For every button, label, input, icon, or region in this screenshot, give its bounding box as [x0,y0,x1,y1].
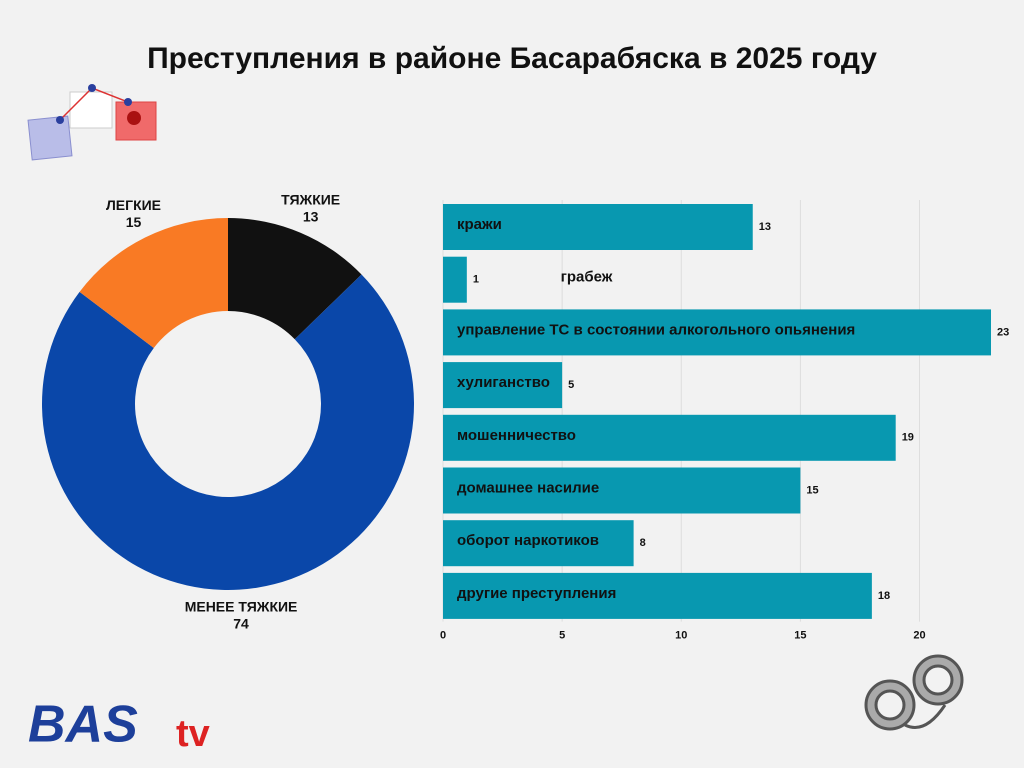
x-tick-label: 20 [913,630,925,642]
bar [443,309,991,356]
bar-value: 13 [759,221,771,233]
slice-label: ТЯЖКИЕ [281,191,340,207]
bar-value: 19 [902,432,914,444]
bar-value: 15 [806,484,818,496]
bar-value: 5 [568,379,574,391]
handcuffs-icon [864,654,964,731]
logo-text: tv [176,713,210,755]
donut-slice [228,218,362,340]
bar-label: кражи [457,216,502,233]
bar [443,362,563,409]
page-title: Преступления в районе Басарабяска в 2025… [147,42,877,75]
bar-value: 23 [997,326,1009,338]
x-tick-label: 0 [440,630,446,642]
bar [443,204,753,250]
slice-value: 13 [303,208,319,224]
slice-label: МЕНЕЕ ТЯЖКИЕ [185,598,298,614]
bar [443,572,872,619]
bar-label: оборот наркотиков [457,532,599,549]
bar-value: 18 [878,590,890,602]
x-tick-label: 5 [559,630,565,642]
bar-label: мошенничество [457,427,576,444]
pinboard-icon [27,84,157,161]
logo: BAS tv [28,696,210,755]
bar [443,414,896,461]
bar [443,467,801,514]
donut-slice [79,217,229,348]
x-tick-label: 10 [675,630,687,642]
bar-label: грабеж [561,269,613,286]
bar [443,256,467,303]
bar-label: хулиганство [457,374,550,391]
bar-value: 1 [473,274,479,286]
slice-value: 74 [233,615,249,631]
bar-label: другие преступления [457,585,616,602]
slice-value: 15 [126,214,142,230]
logo-text: BAS [28,696,138,754]
bar-label: управление ТС в состоянии алкогольного о… [457,321,855,338]
x-tick-label: 15 [794,630,806,642]
slice-label: ЛЕГКИЕ [106,197,161,213]
donut-slice [42,274,415,590]
bar-value: 8 [640,537,646,549]
bar-label: домашнее насилие [457,479,599,496]
bar [443,520,634,567]
